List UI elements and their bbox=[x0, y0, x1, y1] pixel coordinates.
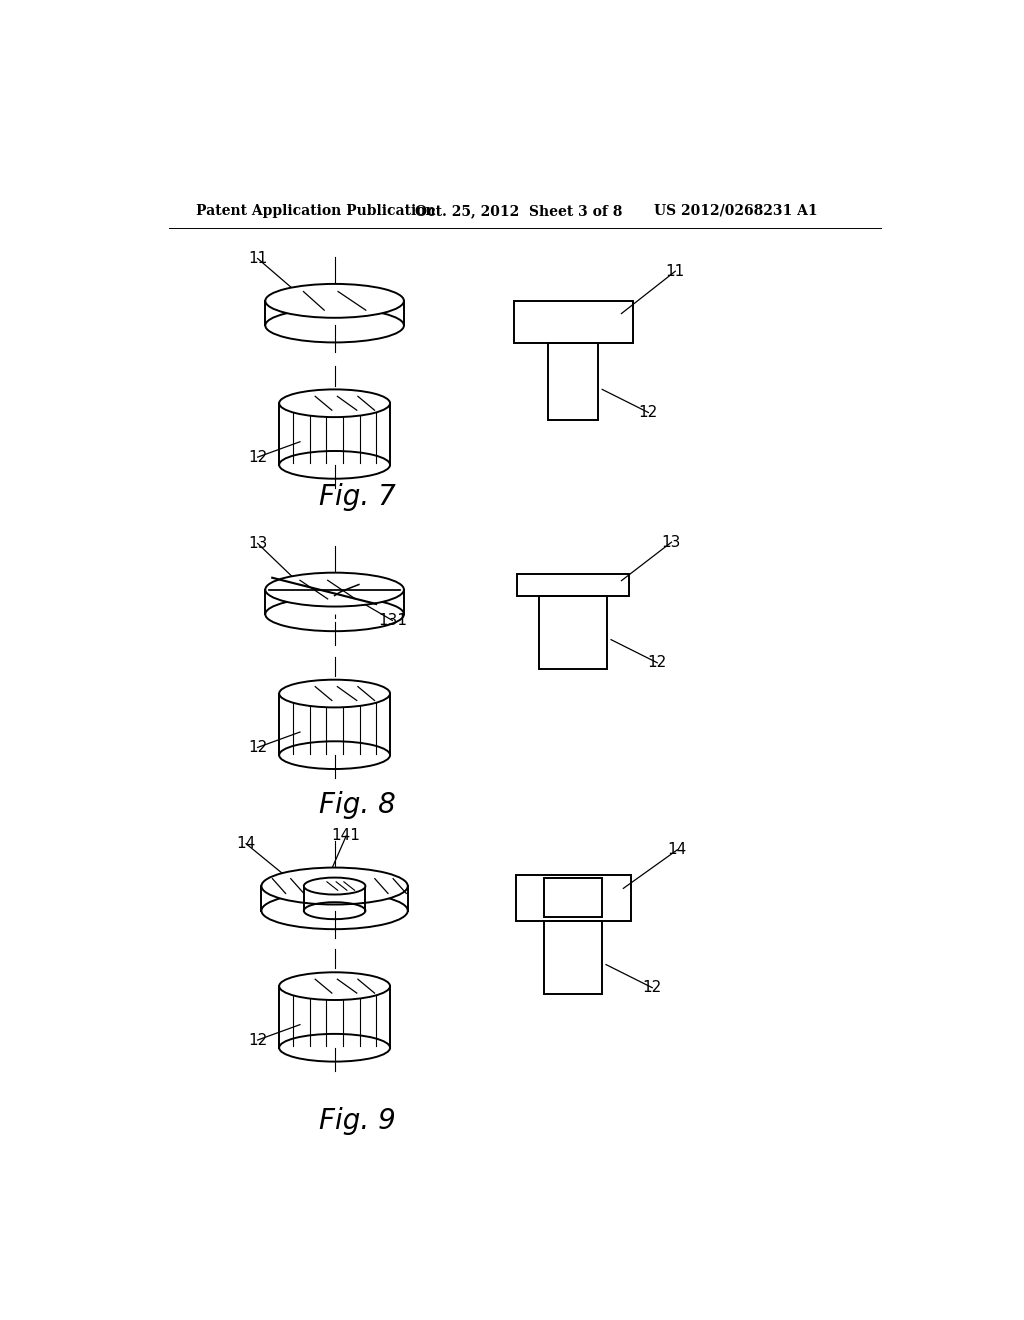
Text: 14: 14 bbox=[668, 842, 687, 858]
Bar bbox=[515, 875, 631, 921]
Text: 131: 131 bbox=[378, 612, 407, 628]
Ellipse shape bbox=[280, 680, 390, 708]
Text: 12: 12 bbox=[248, 1032, 267, 1048]
Text: Fig. 9: Fig. 9 bbox=[319, 1107, 396, 1135]
Bar bbox=[517, 574, 629, 595]
Text: Oct. 25, 2012  Sheet 3 of 8: Oct. 25, 2012 Sheet 3 of 8 bbox=[416, 203, 623, 218]
Bar bbox=[514, 301, 633, 343]
Bar bbox=[548, 343, 598, 420]
Text: Fig. 8: Fig. 8 bbox=[319, 791, 396, 820]
Bar bbox=[545, 878, 602, 917]
Text: 11: 11 bbox=[666, 264, 685, 279]
Polygon shape bbox=[265, 301, 403, 326]
Text: 12: 12 bbox=[643, 981, 662, 995]
Text: 13: 13 bbox=[662, 535, 681, 549]
Bar bbox=[540, 595, 607, 669]
Ellipse shape bbox=[261, 867, 408, 904]
Polygon shape bbox=[280, 693, 390, 755]
Text: 141: 141 bbox=[332, 829, 360, 843]
Text: 14: 14 bbox=[237, 836, 256, 851]
Ellipse shape bbox=[304, 878, 366, 895]
Text: 12: 12 bbox=[647, 655, 667, 671]
Text: 12: 12 bbox=[248, 741, 267, 755]
Text: 12: 12 bbox=[248, 450, 267, 465]
Text: US 2012/0268231 A1: US 2012/0268231 A1 bbox=[654, 203, 818, 218]
Text: 11: 11 bbox=[248, 251, 267, 267]
Bar bbox=[545, 921, 602, 994]
Text: Patent Application Publication: Patent Application Publication bbox=[196, 203, 435, 218]
Text: Fig. 7: Fig. 7 bbox=[319, 483, 396, 511]
Text: 12: 12 bbox=[639, 405, 658, 420]
Ellipse shape bbox=[265, 573, 403, 607]
Text: 13: 13 bbox=[248, 536, 267, 550]
Polygon shape bbox=[265, 590, 403, 614]
Ellipse shape bbox=[280, 973, 390, 1001]
Ellipse shape bbox=[265, 284, 403, 318]
Polygon shape bbox=[280, 986, 390, 1048]
Ellipse shape bbox=[280, 389, 390, 417]
Polygon shape bbox=[280, 404, 390, 465]
Polygon shape bbox=[261, 886, 408, 911]
